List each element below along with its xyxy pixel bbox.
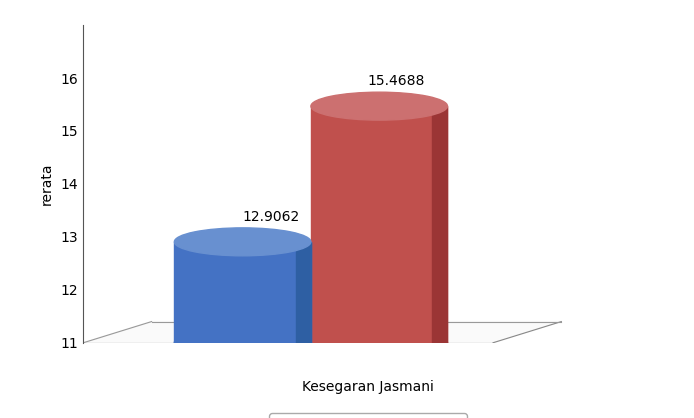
Bar — [432, 106, 448, 343]
Polygon shape — [83, 321, 561, 343]
Ellipse shape — [174, 329, 311, 357]
Text: Kesegaran Jasmani: Kesegaran Jasmani — [302, 380, 434, 394]
Y-axis label: rerata: rerata — [40, 163, 53, 205]
Bar — [174, 242, 311, 343]
Bar — [296, 242, 311, 343]
Ellipse shape — [311, 92, 448, 120]
Legend: Pre Test, Post Test: Pre Test, Post Test — [269, 413, 466, 418]
Text: 15.4688: 15.4688 — [368, 74, 425, 89]
Bar — [311, 106, 448, 343]
Ellipse shape — [174, 228, 311, 256]
Text: 12.9062: 12.9062 — [242, 210, 300, 224]
Ellipse shape — [311, 329, 448, 357]
